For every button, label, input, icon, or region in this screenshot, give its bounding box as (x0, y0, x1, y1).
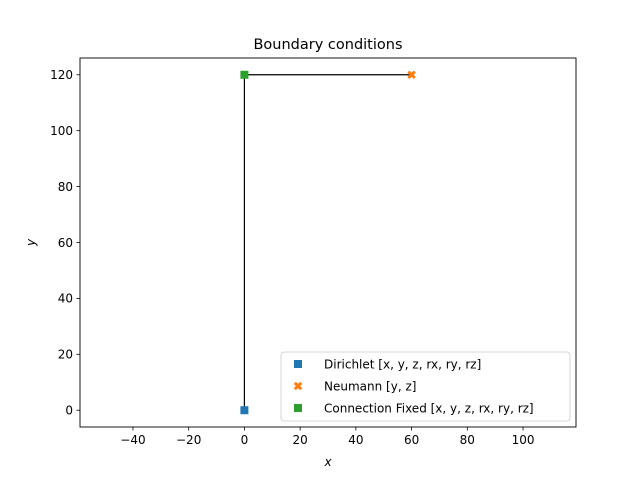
y-tick-label: 120 (50, 68, 73, 82)
x-tick-label: 0 (241, 433, 249, 447)
axis-ticks: −40 −20 0 20 40 60 80 100 0 20 40 60 80 100 120 (50, 68, 534, 447)
legend-frame (280, 351, 571, 422)
legend-marker-1 (293, 381, 303, 391)
y-tick-label: 60 (58, 236, 73, 250)
x-tick-label: 60 (404, 433, 419, 447)
series-0-point-0 (240, 406, 249, 415)
y-tick-label: 20 (58, 348, 73, 362)
legend-label-1: Neumann [y, z] (324, 379, 416, 393)
y-axis-label: y (24, 238, 38, 247)
y-tick-label: 80 (58, 180, 73, 194)
legend-label-2: Connection Fixed [x, y, z, rx, ry, rz] (324, 401, 534, 415)
legend-marker-2 (294, 404, 302, 412)
x-tick-label: 80 (460, 433, 475, 447)
x-tick-label: 40 (348, 433, 363, 447)
legend-label-0: Dirichlet [x, y, z, rx, ry, rz] (324, 357, 481, 371)
x-axis-label: x (323, 455, 332, 469)
series-1-point-0 (407, 70, 416, 80)
x-tick-label: −20 (176, 433, 201, 447)
y-tick-label: 100 (50, 124, 73, 138)
x-tick-label: 100 (512, 433, 535, 447)
y-tick-label: 0 (65, 404, 73, 418)
plot-area (240, 70, 416, 415)
series-2-point-0 (240, 70, 249, 79)
chart-title: Boundary conditions (253, 37, 402, 53)
x-tick-label: 20 (292, 433, 307, 447)
legend: Dirichlet [x, y, z, rx, ry, rz] Neumann [… (280, 351, 571, 422)
y-tick-label: 40 (58, 292, 73, 306)
x-tick-label: −40 (120, 433, 145, 447)
legend-marker-0 (294, 360, 302, 368)
